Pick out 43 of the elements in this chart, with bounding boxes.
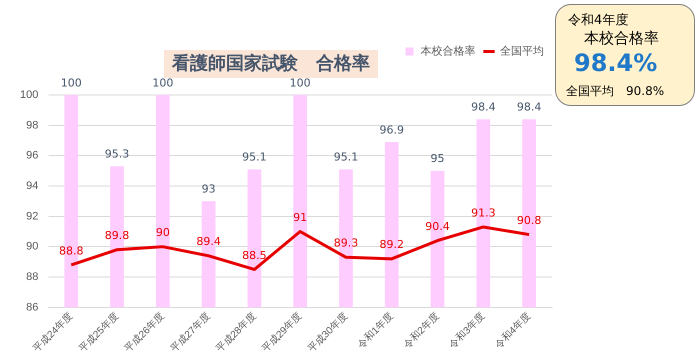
data-label: 90.8 — [516, 214, 542, 227]
data-label: 89.3 — [334, 236, 358, 250]
legend-label: 全国平均 — [500, 44, 544, 58]
y-tick-label: 100 — [20, 89, 38, 102]
y-tick-label: 90 — [26, 240, 38, 253]
data-label: 100 — [152, 76, 174, 90]
data-label: 90 — [156, 226, 170, 240]
data-label: 89.2 — [380, 238, 404, 252]
data-label: 98.4 — [471, 100, 496, 114]
x-tick-label: 平成25年度 — [76, 310, 122, 355]
data-label: 89.4 — [196, 235, 221, 248]
data-label: 96.9 — [380, 123, 404, 136]
x-tick-label: 平成30年度 — [305, 310, 350, 355]
x-tick-label: 平成26年度 — [122, 310, 167, 355]
data-label: 95.3 — [104, 148, 130, 161]
data-label: 95 — [430, 152, 445, 166]
legend-label: 本校合格率 — [420, 44, 476, 58]
x-tick-label: 平成28年度 — [214, 310, 258, 355]
data-label: 89.8 — [104, 229, 130, 242]
data-label: 100 — [60, 76, 82, 90]
callout-bubble: 令和4年度 本校合格率 98.4% 全国平均 90.8% — [555, 4, 695, 106]
data-label: 93 — [202, 182, 216, 196]
data-label: 88.5 — [242, 248, 267, 262]
y-tick-label: 98 — [26, 119, 38, 132]
data-label: 91 — [293, 210, 308, 224]
x-tick-label: 令和1年度 — [355, 310, 396, 351]
y-tick-label: 96 — [26, 150, 38, 162]
data-label: 90.4 — [425, 220, 450, 233]
data-label: 95.1 — [334, 150, 358, 164]
x-tick-label: 令和3年度 — [446, 310, 488, 351]
data-label: 91.3 — [471, 206, 496, 220]
x-tick-label: 平成27年度 — [168, 310, 213, 355]
data-label: 100 — [290, 76, 311, 90]
y-tick-label: 94 — [26, 180, 38, 192]
x-tick-label: 平成29年度 — [260, 310, 304, 355]
y-tick-label: 88 — [26, 271, 38, 284]
data-label: 88.8 — [58, 244, 84, 258]
x-tick-label: 令和2年度 — [400, 310, 442, 351]
y-tick-label: 92 — [26, 210, 38, 222]
chart-title: 看護師国家試験 合格率 — [164, 50, 378, 78]
x-tick-label: 令和4年度 — [492, 310, 534, 351]
data-label: 98.4 — [516, 100, 542, 114]
data-label: 95.1 — [242, 150, 267, 164]
